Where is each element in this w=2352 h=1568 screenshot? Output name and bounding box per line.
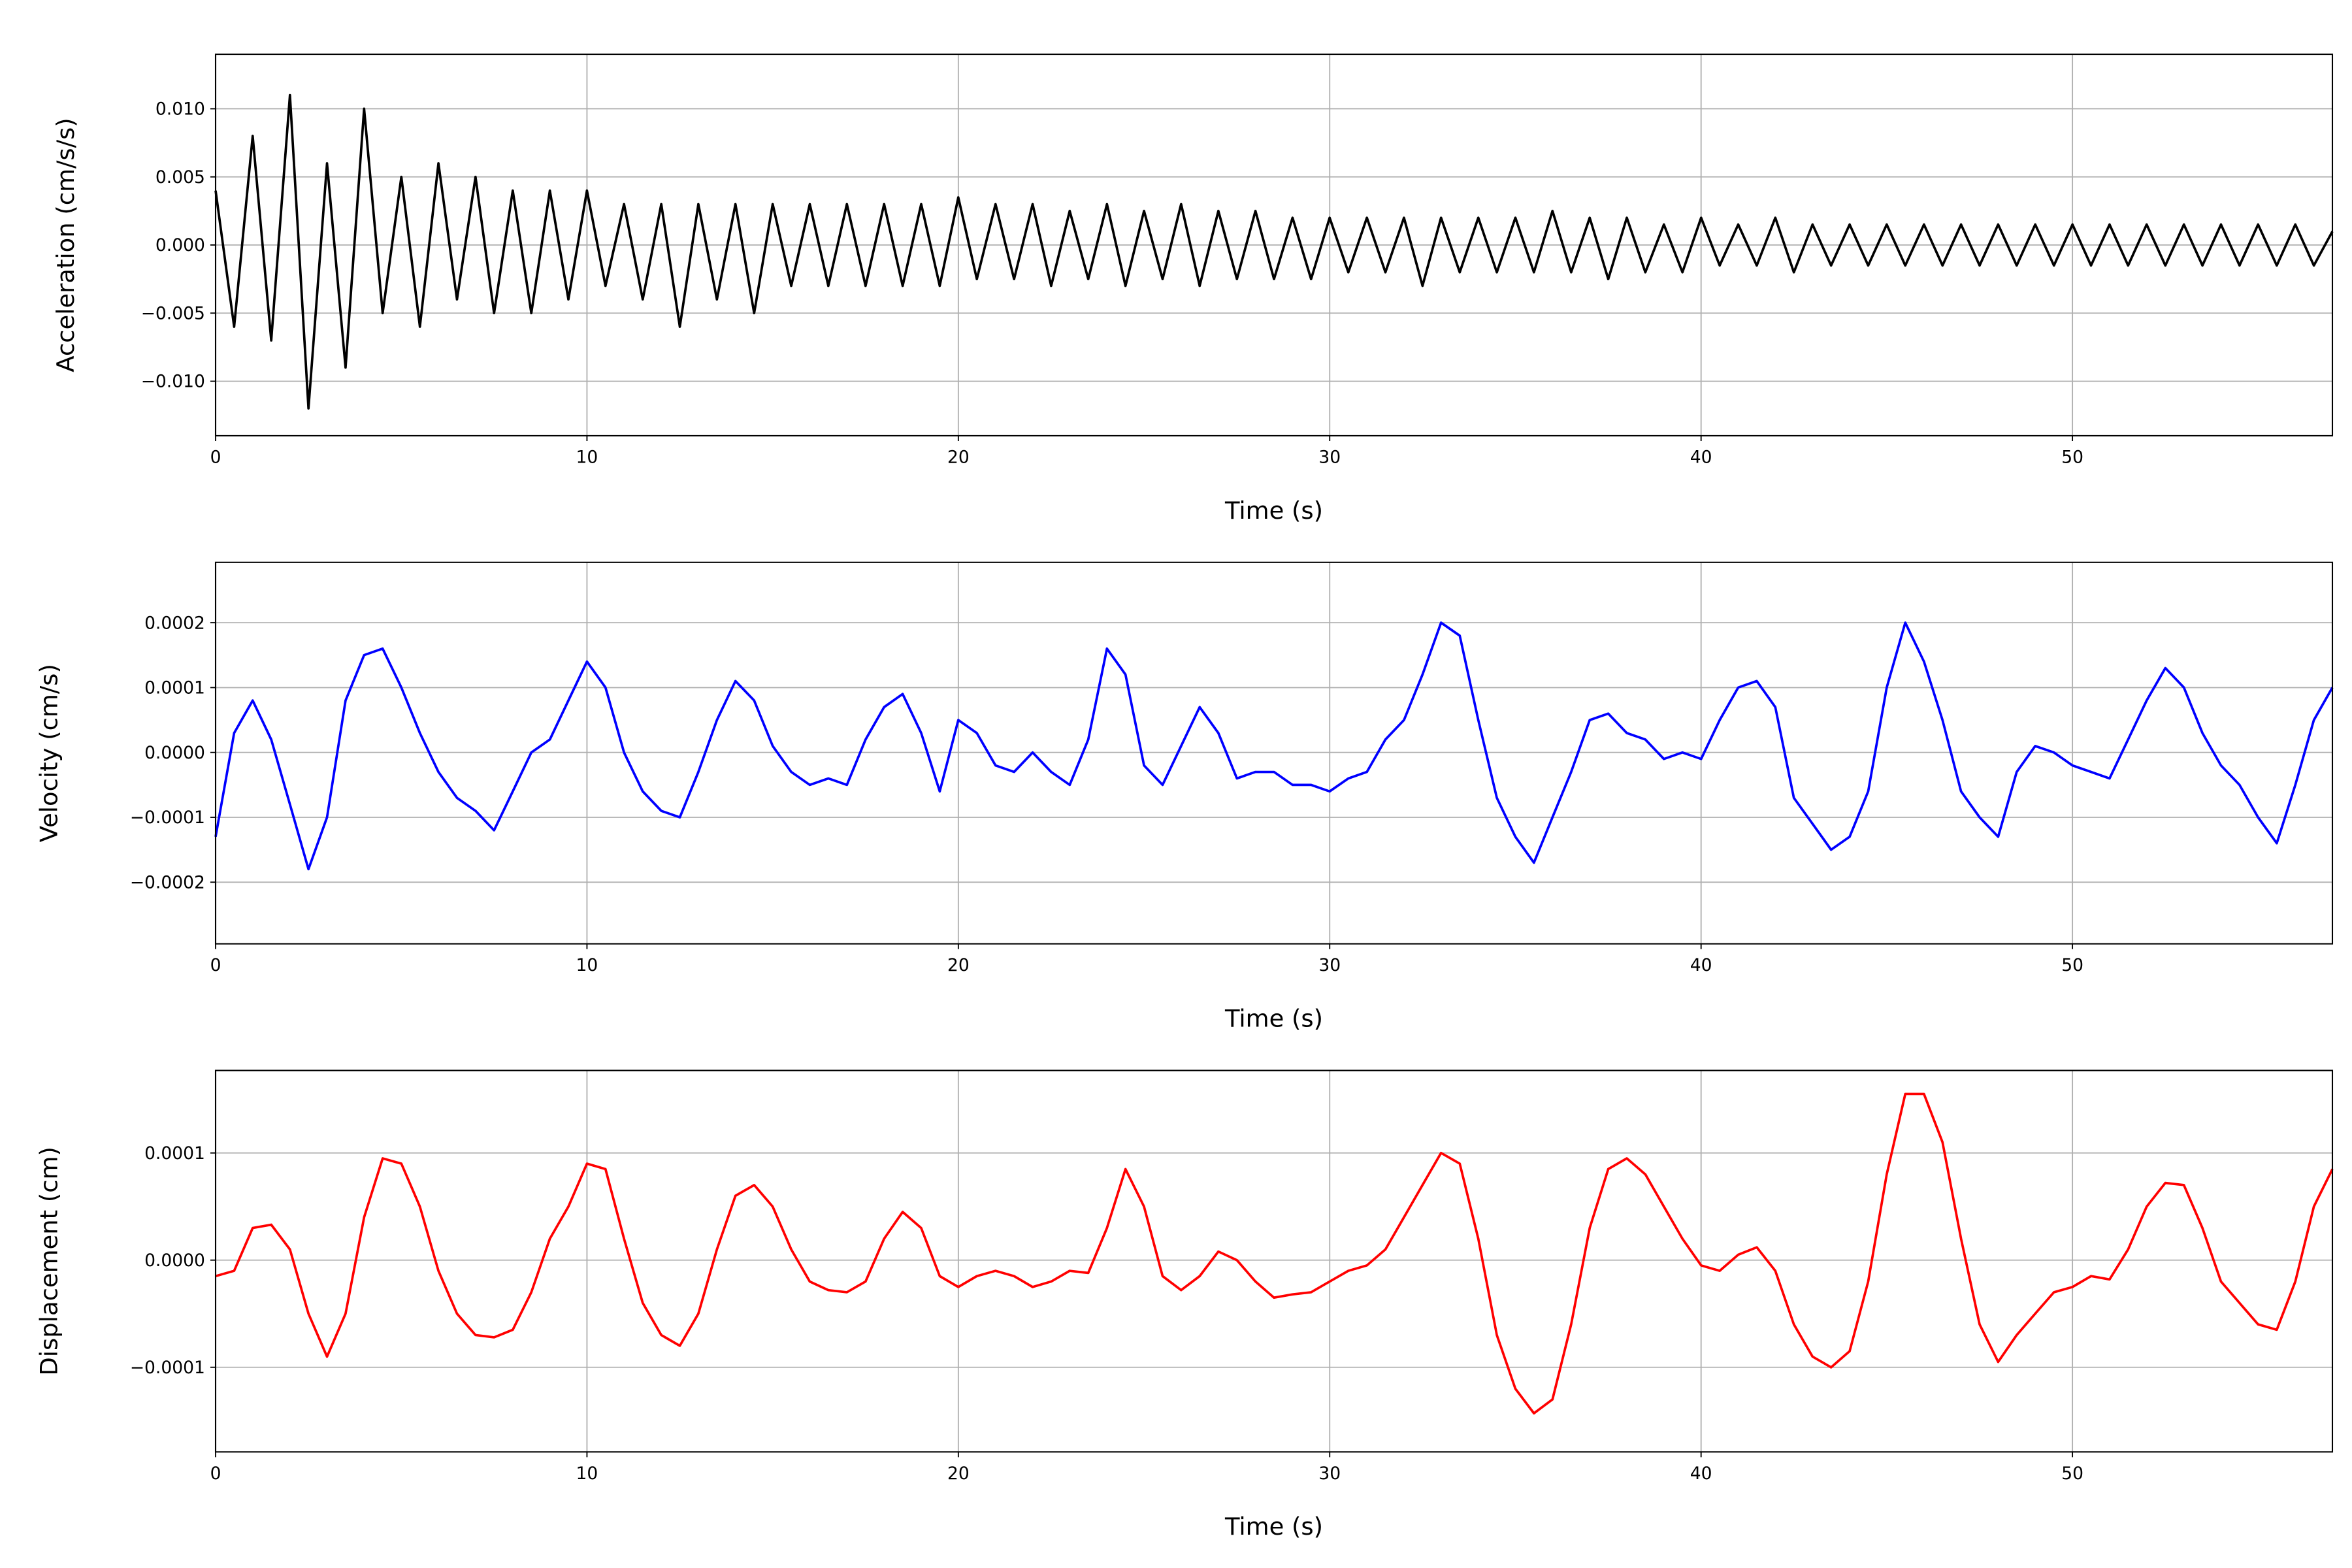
y-axis-label: Acceleration (cm/s/s) bbox=[52, 118, 80, 372]
axes-frame bbox=[214, 561, 2334, 945]
series-line bbox=[214, 93, 2334, 410]
y-tick-label: −0.0001 bbox=[130, 808, 205, 828]
x-tick-label: 0 bbox=[210, 447, 221, 467]
x-tick-label: 20 bbox=[947, 1463, 970, 1484]
y-tick-label: 0.0001 bbox=[144, 678, 205, 698]
x-tick-label: 50 bbox=[2061, 447, 2083, 467]
x-tick-label: 0 bbox=[210, 1463, 221, 1484]
x-axis-label: Time (s) bbox=[1224, 1005, 1323, 1033]
x-tick-label: 20 bbox=[947, 447, 970, 467]
acceleration-panel: 0 10 20 30 40 50 −0.010 −0.005 0.000 0.005 0.010 Ti… bbox=[52, 54, 2334, 525]
x-tick-label: 10 bbox=[576, 447, 598, 467]
y-tick-label: 0.000 bbox=[155, 235, 205, 255]
x-tick-label: 50 bbox=[2061, 955, 2083, 975]
x-tick-label: 30 bbox=[1318, 1463, 1341, 1484]
series-line bbox=[215, 1092, 2334, 1415]
x-tick-label: 30 bbox=[1318, 955, 1341, 975]
axes-frame bbox=[214, 54, 2334, 436]
axes-frame bbox=[214, 1070, 2334, 1453]
series-line bbox=[214, 621, 2334, 871]
x-tick-label: 50 bbox=[2061, 1463, 2083, 1484]
x-tick-label: 0 bbox=[210, 955, 221, 975]
x-axis-label: Time (s) bbox=[1224, 1512, 1323, 1541]
y-tick-label: 0.0002 bbox=[144, 613, 205, 633]
y-tick-label: 0.0000 bbox=[144, 1250, 205, 1271]
x-tick-label: 10 bbox=[576, 955, 598, 975]
y-axis-label: Velocity (cm/s) bbox=[35, 664, 63, 842]
x-tick-label: 40 bbox=[1690, 955, 1712, 975]
y-tick-label: 0.0001 bbox=[144, 1143, 205, 1164]
y-tick-label: 0.005 bbox=[155, 167, 205, 188]
velocity-panel: 0 10 20 30 40 50 −0.0002 −0.0001 0.0000 0.0001 0.0… bbox=[35, 561, 2334, 1033]
y-tick-label: −0.0002 bbox=[130, 873, 205, 893]
displacement-panel: 0 10 20 30 40 50 −0.0001 0.0000 0.0001 Time (s) Di… bbox=[35, 1070, 2334, 1541]
x-axis-label: Time (s) bbox=[1224, 497, 1323, 525]
x-tick-label: 40 bbox=[1690, 447, 1712, 467]
x-tick-label: 10 bbox=[576, 1463, 598, 1484]
y-tick-label: 0.010 bbox=[155, 99, 205, 120]
x-tick-label: 20 bbox=[947, 955, 970, 975]
x-tick-label: 40 bbox=[1690, 1463, 1712, 1484]
y-tick-label: −0.005 bbox=[141, 303, 205, 323]
y-tick-label: −0.010 bbox=[141, 372, 205, 392]
y-tick-label: −0.0001 bbox=[130, 1358, 205, 1378]
y-axis-label: Displacement (cm) bbox=[35, 1147, 63, 1375]
x-tick-label: 30 bbox=[1318, 447, 1341, 467]
y-tick-label: 0.0000 bbox=[144, 743, 205, 763]
